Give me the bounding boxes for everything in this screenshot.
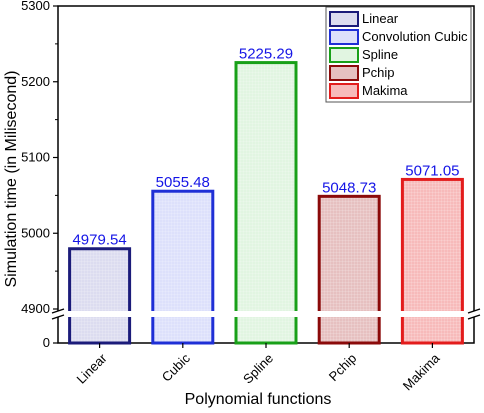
legend-label-makima: Makima <box>362 83 408 98</box>
axis-break-mark-right-top <box>467 308 481 314</box>
x-tick-label-spline: Spline <box>240 351 276 387</box>
y-tick-label-0: 0 <box>43 335 50 350</box>
bar-outline-spline <box>234 61 298 345</box>
legend-label-spline: Spline <box>362 47 398 62</box>
x-axis-title: Polynomial functions <box>185 391 332 408</box>
legend-swatch-linear <box>329 11 359 27</box>
bar-outline-makima <box>400 177 464 345</box>
labels-layer: 4979.54 5055.48 5225.29 5048.73 5071.05 <box>72 46 459 249</box>
data-label-pchip: 5048.73 <box>322 179 376 196</box>
bar-outline-cubic <box>151 189 215 345</box>
bar-outline-pchip <box>317 194 381 345</box>
y-tick-label-5000: 5000 <box>21 225 50 240</box>
bars-layer <box>68 61 464 345</box>
axis-break-mark-right-bottom <box>467 314 481 320</box>
bar-outline-linear <box>68 247 132 345</box>
y-tick-label-5200: 5200 <box>21 74 50 89</box>
y-tick-label-4900: 4900 <box>21 301 50 316</box>
legend-label-pchip: Pchip <box>362 65 395 80</box>
data-label-makima: 5071.05 <box>405 162 459 179</box>
data-label-spline: 5225.29 <box>239 46 293 63</box>
axis-break-mark-left-bottom <box>51 314 65 320</box>
legend-swatch-makima <box>329 83 359 99</box>
legend-swatch-pchip <box>329 65 359 81</box>
y-axis-title: Simulation time (in Milisecond) <box>3 71 20 288</box>
axis-break-mark-left-top <box>51 308 65 314</box>
data-label-linear: 4979.54 <box>72 232 126 249</box>
y-tick-label-5100: 5100 <box>21 150 50 165</box>
legend-swatch-convolution-cubic <box>329 29 359 45</box>
x-tick-label-linear: Linear <box>74 350 111 387</box>
x-tick-label-pchip: Pchip <box>326 351 360 385</box>
x-tick-label-makima: Makima <box>400 350 443 393</box>
legend: Linear Convolution Cubic Spline Pchip Makima <box>325 6 472 103</box>
x-tick-label-cubic: Cubic <box>159 350 193 384</box>
legend-label-linear: Linear <box>362 11 399 26</box>
y-tick-label-5300: 5300 <box>21 0 50 13</box>
legend-swatch-spline <box>329 47 359 63</box>
axis-break-band <box>40 311 480 317</box>
legend-label-convolution-cubic: Convolution Cubic <box>362 29 468 44</box>
data-label-cubic: 5055.48 <box>156 174 210 191</box>
